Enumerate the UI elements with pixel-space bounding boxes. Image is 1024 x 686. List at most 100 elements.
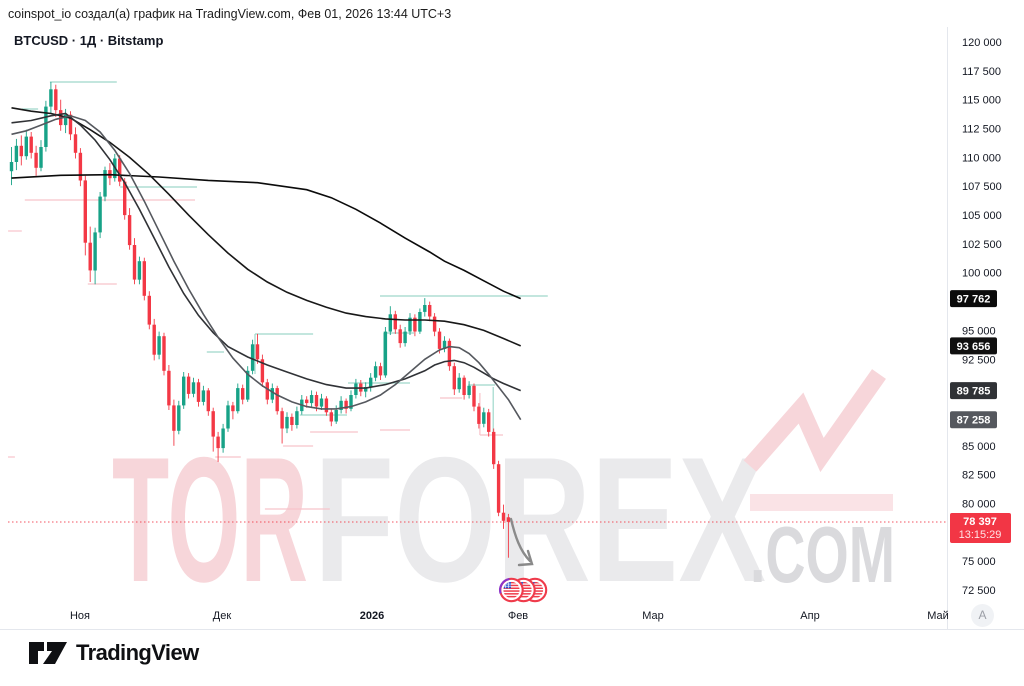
candle <box>270 388 274 400</box>
candle <box>127 215 132 246</box>
candle <box>236 388 240 412</box>
candle <box>378 366 383 376</box>
candle <box>334 410 338 422</box>
candle <box>255 344 260 360</box>
candle <box>216 436 220 449</box>
candle <box>103 170 107 197</box>
candle <box>177 405 181 431</box>
candle <box>54 89 58 111</box>
candle <box>442 340 447 349</box>
candle <box>496 464 501 513</box>
candle <box>413 317 417 332</box>
candle <box>241 388 245 400</box>
candle <box>329 412 333 422</box>
us-flag-roundel[interactable] <box>499 577 524 603</box>
watermark-trend-arrow <box>743 369 886 473</box>
candle <box>260 359 265 383</box>
candle <box>462 377 466 395</box>
candle <box>132 245 137 280</box>
price-tick-label: 102 500 <box>962 239 1002 251</box>
candle <box>398 329 402 344</box>
candle <box>39 147 43 168</box>
time-tick-label: Май <box>927 610 949 622</box>
candle <box>354 383 358 395</box>
candle <box>44 106 48 147</box>
candle <box>408 317 412 332</box>
candle <box>501 512 506 521</box>
candle <box>98 196 102 233</box>
candle <box>432 316 437 332</box>
candle <box>428 305 432 317</box>
candle <box>78 152 83 181</box>
candle <box>34 152 38 168</box>
svg-text:87 258: 87 258 <box>957 415 991 427</box>
candle <box>393 314 397 330</box>
candle <box>172 405 176 431</box>
ma-value-label: 89 785 <box>950 382 997 400</box>
time-tick-label: 2026 <box>360 610 384 622</box>
time-axis[interactable]: Ноя Дек 2026 Фев Мар Апр Май <box>70 610 949 622</box>
last-price-value: 78 397 <box>963 516 997 528</box>
time-tick-label: Мар <box>642 610 664 622</box>
price-axis[interactable]: 120 000 117 500 115 000 112 500 110 000 107 5… <box>950 37 1011 597</box>
candle <box>246 370 250 400</box>
tradingview-logo[interactable]: TradingView <box>28 640 199 666</box>
svg-text:97 762: 97 762 <box>957 294 991 306</box>
arrow-head <box>517 549 534 567</box>
time-tick-label: Ноя <box>70 610 90 622</box>
candle <box>142 261 146 296</box>
price-tick-label: 107 500 <box>962 181 1002 193</box>
candle <box>467 385 471 395</box>
moving-average-line <box>11 107 522 347</box>
attribution-text: coinspot_io создал(а) график на TradingV… <box>8 7 452 21</box>
candle <box>201 390 206 402</box>
svg-text:89 785: 89 785 <box>957 386 991 398</box>
candle <box>123 181 127 216</box>
ma-value-label: 87 258 <box>950 411 997 429</box>
candle <box>423 305 427 312</box>
candle <box>226 405 230 429</box>
price-tick-label: 105 000 <box>962 210 1002 222</box>
price-tick-label: 82 500 <box>962 470 996 482</box>
price-tick-label: 112 500 <box>962 124 1001 136</box>
watermark-part-pink: TOR <box>112 420 308 619</box>
candle <box>63 114 68 126</box>
candle <box>319 398 324 407</box>
candle <box>49 89 53 107</box>
candle <box>506 517 511 522</box>
candle <box>167 370 171 406</box>
candle <box>280 411 284 429</box>
symbol-legend[interactable]: BTCUSD · 1Д · Bitstamp <box>14 33 163 48</box>
watermark-suffix: .COM <box>750 510 895 599</box>
moving-averages-layer <box>11 107 522 421</box>
price-tick-label: 92 500 <box>962 354 996 366</box>
candle <box>418 312 422 332</box>
moving-average-line <box>11 112 522 392</box>
candle <box>314 395 319 407</box>
candle <box>24 136 28 157</box>
candle <box>487 412 491 432</box>
svg-text:93 656: 93 656 <box>957 341 991 353</box>
price-tick-label: 100 000 <box>962 268 1002 280</box>
tradingview-logo-text: TradingView <box>76 640 199 665</box>
candle <box>309 395 314 404</box>
price-tick-label: 110 000 <box>962 152 1001 164</box>
scale-collapse-button[interactable]: A <box>971 604 994 627</box>
arrow-shaft <box>509 517 532 563</box>
price-tick-label: 95 000 <box>962 325 996 337</box>
candle <box>250 344 255 371</box>
moving-average-line <box>11 114 522 421</box>
candle <box>472 385 476 407</box>
candle <box>477 406 481 424</box>
moving-average-line <box>11 173 522 300</box>
candle <box>9 162 14 172</box>
flag-roundels-annotation[interactable] <box>499 577 548 603</box>
candle <box>492 431 496 465</box>
candle <box>14 145 19 162</box>
candle <box>344 400 348 409</box>
axis-borders <box>0 27 1024 630</box>
candle <box>275 388 279 412</box>
down-arrow-annotation[interactable] <box>509 517 534 567</box>
